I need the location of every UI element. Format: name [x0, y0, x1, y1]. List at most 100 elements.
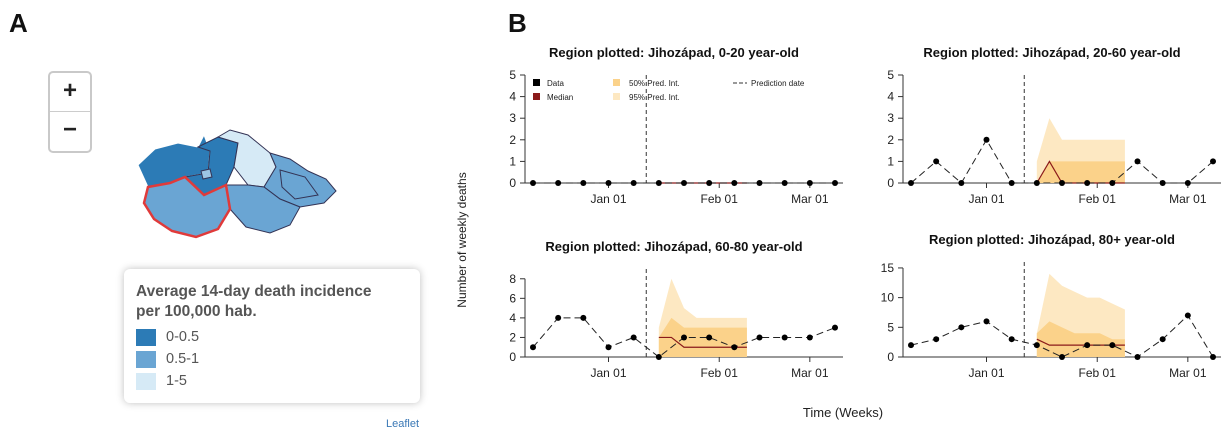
y-tick-label: 6 [509, 291, 516, 305]
zoom-in-button[interactable]: + [50, 73, 90, 112]
legend-label-mid: 0.5-1 [166, 351, 200, 367]
legend-data-label: Data [547, 79, 564, 88]
data-point [630, 334, 637, 341]
data-point [1008, 180, 1015, 186]
legend-prediction-label: Prediction date [751, 79, 805, 88]
x-tick-label: Mar 01 [791, 366, 829, 380]
data-point [756, 180, 763, 186]
data-point [983, 136, 990, 143]
data-point [1033, 180, 1040, 186]
x-tick-label: Jan 01 [590, 366, 626, 380]
y-axis-label: Number of weekly deaths [455, 172, 469, 307]
data-point [1084, 342, 1091, 349]
legend-pi50-label: 50% Pred. Int. [629, 79, 680, 88]
data-point [1184, 312, 1191, 319]
y-tick-label: 4 [509, 311, 516, 325]
y-tick-label: 1 [887, 154, 894, 168]
legend-swatch-high [136, 373, 156, 390]
data-point [958, 324, 965, 331]
y-tick-label: 1 [509, 154, 516, 168]
data-point [756, 334, 763, 341]
data-point [681, 180, 687, 186]
data-point [706, 334, 713, 341]
chart-legend: Data Median 50% Pred. Int. 95% Pred. Int. Pr… [533, 79, 805, 102]
data-point [580, 314, 587, 321]
legend-pi95-swatch [613, 93, 620, 100]
data-point [781, 334, 788, 341]
map-legend: Average 14-day death incidence per 100,0… [124, 269, 420, 403]
y-tick-label: 2 [887, 133, 894, 147]
data-point [1008, 336, 1015, 343]
map-region-far-east[interactable] [279, 169, 319, 200]
legend-median-swatch [533, 93, 540, 100]
zoom-control: + − [48, 71, 92, 153]
data-point [706, 180, 713, 186]
legend-title-line1: Average 14-day death incidence [136, 283, 372, 300]
data-point [983, 318, 990, 325]
legend-pi95-label: 95% Pred. Int. [629, 93, 680, 102]
x-tick-label: Jan 01 [968, 192, 1004, 206]
y-tick-label: 2 [509, 330, 516, 344]
forecast-charts: Number of weekly deaths Time (Weeks) Reg… [455, 45, 1221, 420]
data-point [908, 180, 914, 186]
y-tick-label: 0 [509, 176, 516, 190]
data-point [655, 354, 662, 360]
y-tick-label: 0 [887, 176, 894, 190]
y-tick-label: 0 [887, 350, 894, 364]
subplot-1: Region plotted: Jihozápad, 0-20 year-old… [509, 45, 843, 206]
data-point [1134, 354, 1141, 360]
map-region-southeast[interactable] [225, 184, 301, 234]
x-tick-label: Feb 01 [701, 366, 739, 380]
map-region-jihozapad[interactable] [142, 175, 232, 239]
legend-data-swatch [533, 79, 540, 86]
legend-median-label: Median [547, 93, 573, 102]
y-tick-label: 2 [509, 133, 516, 147]
legend-title: Average 14-day death incidence per 100,0… [136, 282, 371, 322]
data-point [832, 324, 838, 331]
data-point [933, 336, 940, 343]
leaflet-attribution-link[interactable]: Leaflet [386, 418, 420, 430]
region-map[interactable] [130, 125, 345, 250]
x-tick-label: Feb 01 [1079, 366, 1117, 380]
subplot-title: Region plotted: Jihozápad, 20-60 year-ol… [923, 45, 1180, 60]
data-point [1084, 180, 1091, 186]
x-tick-label: Mar 01 [1169, 192, 1207, 206]
zoom-out-button[interactable]: − [62, 116, 77, 143]
y-tick-label: 5 [887, 68, 894, 82]
data-point [580, 180, 587, 186]
y-tick-label: 5 [509, 68, 516, 82]
data-point [1134, 158, 1141, 165]
legend-title-line2: per 100,000 hab. [136, 303, 257, 320]
data-point [832, 180, 838, 186]
data-point [731, 180, 738, 186]
y-tick-label: 4 [887, 90, 894, 104]
x-tick-label: Feb 01 [1079, 192, 1117, 206]
data-point [958, 180, 965, 186]
x-tick-label: Mar 01 [1169, 366, 1207, 380]
data-point [1059, 354, 1065, 360]
x-tick-label: Jan 01 [968, 366, 1004, 380]
y-tick-label: 10 [881, 291, 895, 305]
y-tick-label: 5 [887, 320, 894, 334]
data-point [605, 344, 612, 351]
y-tick-label: 3 [887, 111, 894, 125]
y-tick-label: 3 [509, 111, 516, 125]
y-tick-label: 4 [509, 90, 516, 104]
y-tick-label: 15 [881, 261, 895, 275]
data-point [1059, 180, 1065, 186]
subplot-2: Region plotted: Jihozápad, 20-60 year-ol… [887, 45, 1221, 206]
legend-pi50-swatch [613, 79, 620, 86]
subplot-4: Region plotted: Jihozápad, 80+ year-old 0… [881, 232, 1221, 380]
data-point [555, 314, 562, 321]
data-point [781, 180, 788, 186]
data-point [933, 158, 940, 165]
x-tick-label: Jan 01 [590, 192, 626, 206]
pi50-band [1036, 321, 1125, 357]
data-point [1184, 180, 1191, 186]
data-point [1159, 180, 1166, 186]
data-point [630, 180, 637, 186]
map-region-prague[interactable] [200, 168, 213, 180]
data-point [555, 180, 562, 186]
pi50-band [1036, 161, 1125, 183]
data-point [1109, 342, 1116, 349]
